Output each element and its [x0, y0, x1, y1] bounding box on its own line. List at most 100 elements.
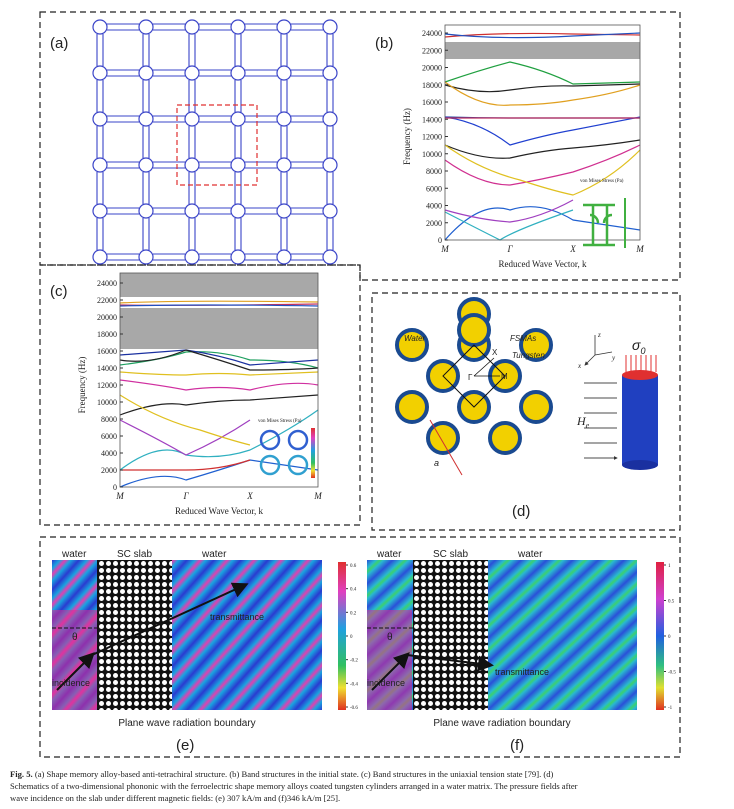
y-axis-label: Frequency (Hz) — [402, 108, 412, 165]
label: Water — [404, 334, 426, 343]
node — [230, 249, 246, 265]
node — [92, 19, 108, 35]
y-tick-label: 18000 — [97, 330, 117, 339]
ligament — [326, 172, 334, 204]
label: water — [201, 549, 227, 560]
ligament — [96, 80, 104, 112]
ligament — [142, 34, 150, 66]
y-tick-label: 20000 — [422, 64, 442, 73]
panel-label: (a) — [50, 35, 68, 52]
ligament — [188, 218, 196, 250]
arrow — [91, 582, 249, 656]
node — [230, 19, 246, 35]
x-tick-label: M — [440, 244, 449, 254]
y-tick-label: 0 — [113, 483, 117, 492]
ligament — [142, 126, 150, 158]
axis-label: y — [611, 354, 616, 362]
ligament — [96, 218, 104, 250]
colorbar-label: 1 — [668, 564, 671, 569]
cylinder — [622, 355, 658, 470]
node — [276, 203, 292, 219]
caption: wave incidence on the slab under differe… — [10, 793, 340, 803]
ligament — [291, 69, 323, 77]
label: incidence — [52, 678, 90, 688]
ligament — [291, 207, 323, 215]
ligament — [96, 126, 104, 158]
colorbar-label: 0 — [668, 635, 671, 640]
node — [138, 157, 154, 173]
cylinder — [519, 390, 553, 424]
ligament — [280, 218, 288, 250]
node — [92, 157, 108, 173]
inset — [259, 428, 315, 478]
node — [230, 65, 246, 81]
label: FSMAs — [510, 334, 536, 343]
y-tick-label: 22000 — [97, 296, 117, 305]
y-tick-label: 16000 — [97, 347, 117, 356]
node — [184, 65, 200, 81]
ligament — [107, 253, 139, 261]
band-plot: von Mises Stress (Pa) 0 2000 4000 6000 8000 1… — [77, 272, 322, 516]
cylinder — [426, 421, 460, 455]
caption: Fig. 5. (a) Shape memory alloy-based ant… — [10, 769, 554, 779]
y-tick-label: 10000 — [422, 150, 442, 159]
node — [92, 65, 108, 81]
node — [322, 19, 338, 35]
colorbar-label: -0.6 — [350, 706, 358, 711]
x-tick-label: M — [313, 491, 322, 501]
y-tick-label: 6000 — [101, 432, 117, 441]
y-tick-label: 12000 — [422, 133, 442, 142]
colorbar-label: -0.5 — [668, 671, 676, 676]
node — [138, 111, 154, 127]
ligament — [234, 34, 242, 66]
node — [230, 111, 246, 127]
cylinder — [488, 421, 522, 455]
ligament — [188, 126, 196, 158]
y-tick-label: 8000 — [426, 167, 442, 176]
ligament — [199, 115, 231, 123]
colorbar-label: 0.2 — [350, 611, 357, 616]
node — [138, 203, 154, 219]
cylinder — [395, 390, 429, 424]
y-tick-label: 0 — [438, 236, 442, 245]
ligament — [245, 253, 277, 261]
caption: Schematics of a two-dimensional phononic… — [10, 781, 578, 791]
label: incidence — [367, 678, 405, 688]
ligament — [234, 172, 242, 204]
ligament — [153, 115, 185, 123]
panel-label: (b) — [375, 35, 393, 52]
ligament — [96, 172, 104, 204]
node — [138, 249, 154, 265]
ligament — [153, 253, 185, 261]
ligament — [245, 207, 277, 215]
node — [92, 249, 108, 265]
node — [276, 157, 292, 173]
ligament — [291, 115, 323, 123]
axis-label: x — [577, 362, 582, 370]
frame-ef — [39, 536, 681, 758]
ligament — [245, 23, 277, 31]
ligament — [234, 80, 242, 112]
ligament — [280, 34, 288, 66]
ligament — [142, 218, 150, 250]
label: Γ — [468, 373, 473, 382]
node — [276, 19, 292, 35]
ligament — [326, 34, 334, 66]
label: SC slab — [433, 549, 468, 560]
band-gap — [120, 273, 318, 297]
band-curves — [444, 32, 641, 241]
colorbar — [656, 562, 664, 710]
label: water — [376, 549, 402, 560]
x-tick-label: M — [635, 244, 644, 254]
ligament — [107, 207, 139, 215]
node — [322, 65, 338, 81]
ligament — [280, 126, 288, 158]
band-gap — [445, 42, 640, 59]
panel-label: (f) — [510, 737, 524, 754]
ligament — [142, 172, 150, 204]
label: M — [501, 372, 508, 381]
y-tick-label: 14000 — [422, 115, 442, 124]
colorbar-label: 0.4 — [350, 588, 357, 593]
node — [184, 19, 200, 35]
